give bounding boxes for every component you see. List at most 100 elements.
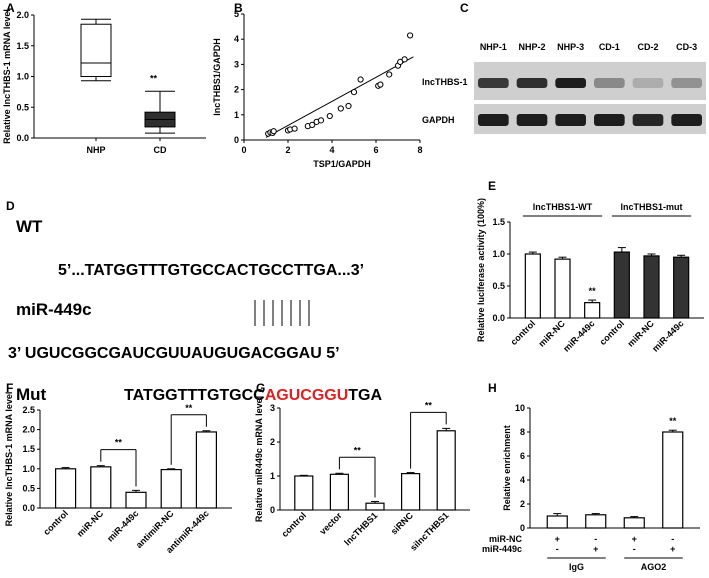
y-tick-label: 0.0 — [492, 313, 505, 323]
mut-label: Mut — [16, 385, 47, 404]
blot-membrane — [474, 62, 706, 100]
scatter-point — [309, 121, 316, 128]
blot-band — [632, 78, 664, 88]
x-tick-label: 4 — [329, 145, 334, 155]
panel-c-western-blot: NHP-1 NHP-2 NHP-3 CD-1 CD-2 CD-3 lncTHBS-1 GAPD… — [422, 42, 706, 134]
bar — [673, 256, 690, 319]
bar — [436, 430, 456, 511]
row-mark: - — [594, 534, 597, 544]
blot-membrane — [474, 104, 706, 134]
bar — [584, 302, 601, 319]
mut-prefix: TATGGTTTGTGCC — [124, 387, 265, 404]
scatter-point — [407, 32, 414, 39]
panel-g-bar-chart: 0 1 2 3 Relative miR449c mRNA level control ve… — [254, 396, 470, 553]
y-tick-label: 0 — [520, 523, 525, 533]
scatter-point — [317, 117, 325, 124]
x-tick-label: siRNC — [389, 510, 416, 537]
y-tick-label: 0.5 — [492, 281, 505, 291]
lane-label: CD-2 — [637, 42, 658, 52]
mir-label: miR-449c — [16, 300, 92, 319]
blot-band — [516, 78, 548, 88]
y-tick-label: 0 — [234, 135, 239, 145]
x-tick-label: 0 — [241, 145, 246, 155]
y-tick-label: 5 — [234, 9, 239, 19]
scatter-point — [401, 56, 408, 63]
panel-f-bar-chart: 0.0 0.5 1.0 1.5 2.0 2.5 Relative lncTHBS-1 mRN… — [4, 392, 232, 555]
bar — [90, 466, 112, 509]
bar — [546, 515, 568, 529]
y-tick-label: 4 — [520, 475, 525, 485]
y-axis-label: Relative enrichment — [502, 425, 512, 511]
y-tick-label: 8 — [520, 427, 525, 437]
blot-band — [555, 114, 586, 126]
y-tick-label: 1.0 — [22, 464, 35, 474]
row-mark: + — [593, 544, 598, 554]
panel-letter-d: D — [6, 199, 15, 213]
lane-label: NHP-2 — [518, 42, 545, 52]
bar — [662, 431, 684, 529]
mir-sequence: 3’ UGUCGGCGAUCGUUAUGUGACGGAU 5’ — [8, 345, 340, 362]
panel-letter-h: H — [488, 381, 497, 395]
row-label: miR-NC — [489, 534, 522, 544]
y-tick-label: 2 — [270, 437, 275, 447]
group-label: lncTHBS1-mut — [620, 202, 682, 212]
scatter-point — [386, 71, 393, 78]
x-tick-label: 6 — [373, 145, 378, 155]
bar — [365, 502, 385, 511]
lane-label: CD-3 — [676, 42, 697, 52]
group-label: lncTHBS1-WT — [533, 202, 593, 212]
row-mark: + — [555, 534, 560, 544]
panel-letter-c: C — [460, 1, 469, 15]
y-tick-label: 2.5 — [22, 405, 35, 415]
x-tick-label: control — [41, 508, 70, 537]
row-mark: - — [671, 534, 674, 544]
row-label: miR-449c — [482, 544, 522, 554]
panel-letter-a: A — [6, 1, 15, 15]
significance-mark: ** — [425, 400, 433, 410]
y-tick-label: 6 — [520, 451, 525, 461]
box — [80, 23, 112, 78]
blot-band — [555, 78, 586, 88]
significance-mark: ** — [185, 403, 193, 413]
scatter-point — [291, 125, 298, 132]
bar — [585, 514, 607, 529]
bar — [294, 475, 314, 511]
scatter-point — [350, 89, 358, 96]
y-tick-label: 1.0 — [492, 249, 505, 259]
y-tick-label: 2.0 — [22, 425, 35, 435]
bar — [125, 491, 147, 509]
bar — [54, 468, 77, 509]
row-mark: - — [556, 544, 559, 554]
panel-e-bar-chart: 0.0 0.5 1.0 1.5 Relative luciferase activity… — [476, 198, 704, 354]
x-tick-label: control — [509, 318, 538, 347]
y-tick-label: 3 — [234, 59, 239, 69]
x-axis-label: TSP1/GAPDH — [313, 159, 371, 169]
blot-band — [478, 78, 509, 88]
blot-band — [632, 114, 664, 126]
y-tick-label: 0.0 — [16, 133, 29, 143]
y-tick-label: 0.0 — [22, 503, 35, 513]
scatter-point — [377, 81, 384, 88]
row-mark: + — [632, 534, 637, 544]
bar — [554, 258, 571, 319]
x-tick-label: NHP — [86, 145, 105, 155]
lane-label: NHP-3 — [557, 42, 584, 52]
y-axis-label: lncTHBS1/GAPDH — [212, 38, 222, 116]
lane-label: NHP-1 — [480, 42, 507, 52]
blot-band — [594, 114, 625, 126]
panel-b-scatter: 0 1 2 3 4 5 lncTHBS1/GAPDH 0 2 4 6 8 TSP1/GAPDH — [212, 9, 423, 169]
panel-letter-e: E — [488, 179, 496, 193]
panel-letter-f: F — [6, 381, 13, 395]
bar — [643, 255, 660, 319]
y-tick-label: 2 — [234, 85, 239, 95]
y-axis-label: Relative lncTHBS-1 mRNA level — [2, 9, 12, 144]
y-tick-label: 2 — [520, 499, 525, 509]
significance-mark: ** — [354, 445, 362, 455]
x-tick-label: miR-449c — [561, 318, 596, 353]
blot-band — [478, 114, 509, 126]
significance-mark: ** — [589, 286, 597, 296]
y-tick-label: 0.5 — [16, 102, 29, 112]
x-tick-label: silncTHBS1 — [408, 510, 450, 552]
x-tick-label: miR-449c — [650, 318, 685, 353]
y-tick-label: 3 — [270, 403, 275, 413]
